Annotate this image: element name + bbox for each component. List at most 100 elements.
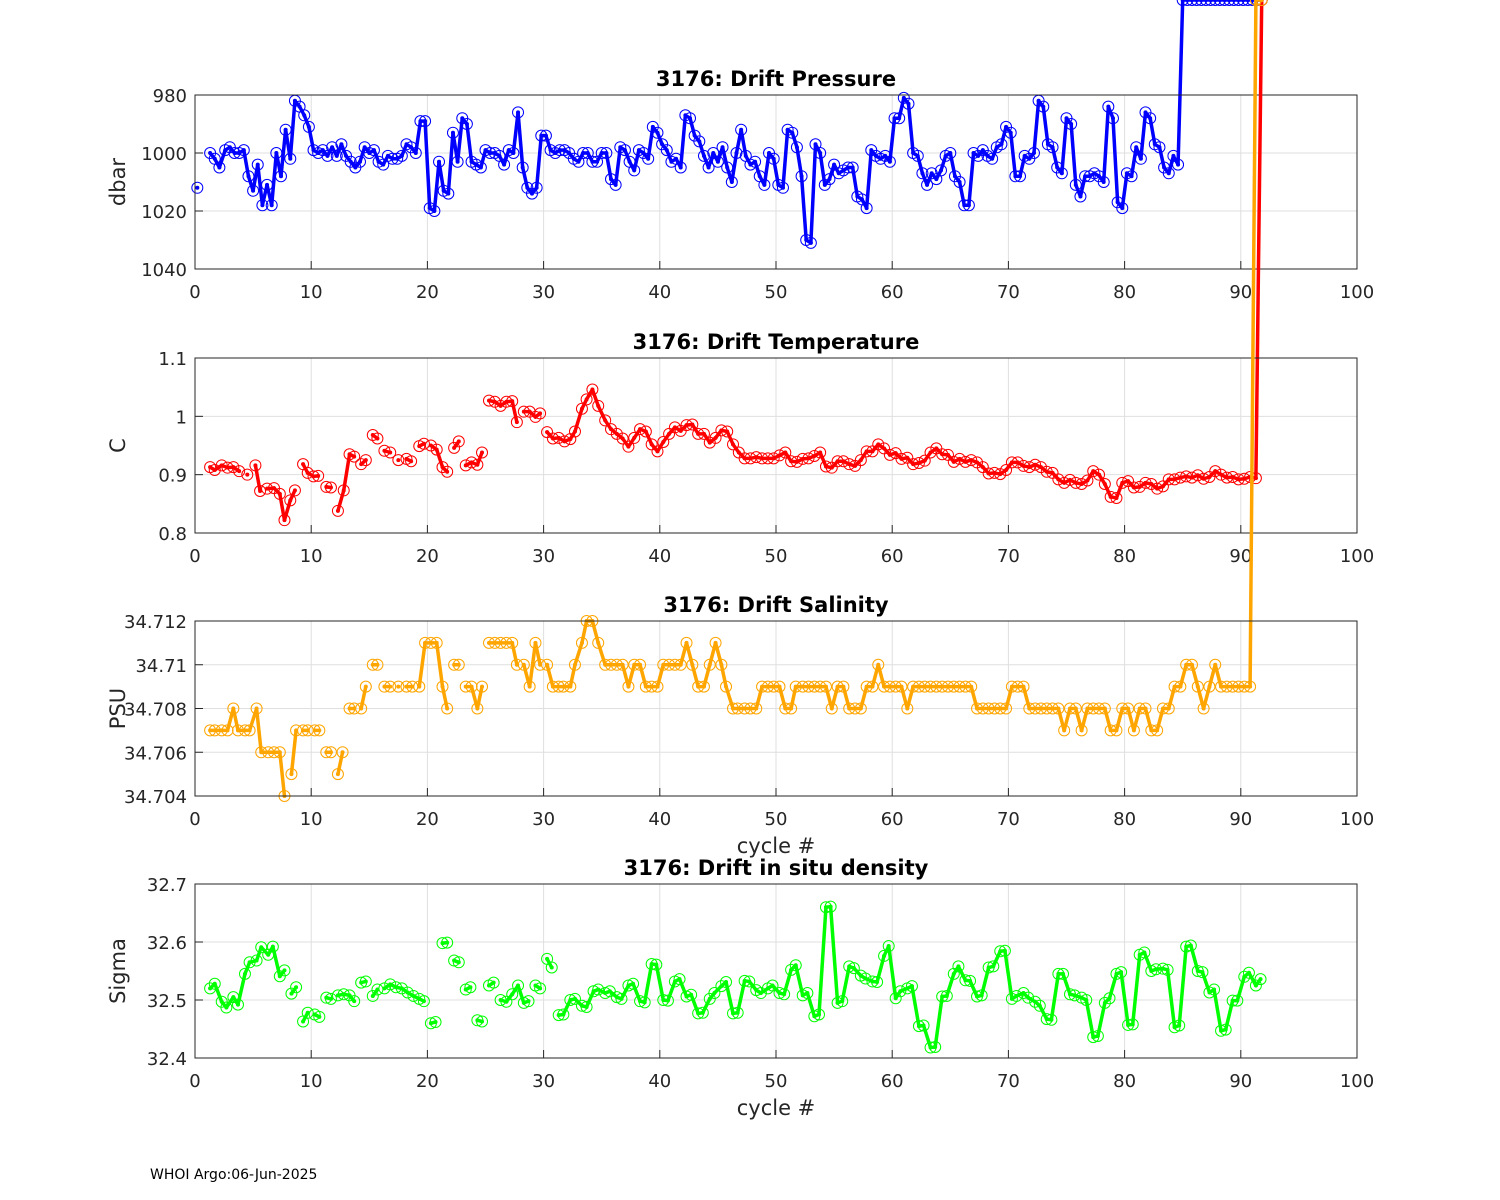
pressure-y-tick-label: 1000 [141, 144, 187, 165]
temperature-point [947, 455, 960, 468]
salinity-segment [870, 663, 881, 689]
salinity-point-dot [876, 662, 881, 667]
density-point [940, 989, 953, 1002]
temperature-point [1000, 464, 1013, 476]
density-point-dot [596, 987, 601, 992]
salinity-point-dot [347, 706, 352, 711]
temperature-segment [596, 404, 607, 423]
temperature-point-dot [579, 406, 584, 411]
salinity-point [436, 680, 449, 693]
density-segment [956, 964, 968, 983]
density-point-dot [724, 980, 729, 985]
pressure-point-dot [734, 151, 739, 155]
temperature-point [249, 459, 262, 472]
pressure-point-dot [1143, 110, 1148, 115]
density-point [208, 977, 221, 990]
salinity-segment [434, 641, 445, 689]
density-point-dot [805, 991, 810, 996]
salinity-segment [1207, 663, 1217, 689]
salinity-x-tick-label: 20 [416, 809, 439, 830]
pressure-point-dot [292, 98, 297, 103]
salinity-point-dot [289, 772, 294, 777]
salinity-point-dot [538, 662, 543, 667]
density-point-dot [1253, 983, 1258, 988]
density-point [731, 1006, 744, 1019]
pressure-segment [916, 154, 925, 176]
density-point [231, 998, 244, 1011]
density-point [789, 959, 802, 972]
pressure-point-dot [302, 113, 307, 118]
density-segment [654, 962, 666, 1002]
density-point-dot [266, 952, 271, 957]
temperature-point-dot [736, 450, 741, 455]
temperature-segment [644, 429, 654, 447]
pressure-point-dot [306, 124, 311, 129]
temperature-point [1087, 465, 1100, 478]
pressure-point-dot [1097, 174, 1102, 179]
density-segment [1165, 968, 1177, 1030]
pressure-point [1004, 126, 1017, 139]
pressure-segment [423, 119, 432, 210]
temperature-point-dot [870, 449, 875, 454]
pressure-x-tick-label: 0 [189, 282, 200, 303]
pressure-point-dot [511, 151, 516, 155]
pressure-point [730, 147, 743, 159]
pressure-point-dot [1101, 180, 1106, 184]
density-segment [1038, 1004, 1049, 1021]
salinity-y-tick-label: 34.71 [135, 656, 187, 677]
salinity-point-dot [1126, 706, 1131, 711]
density-point-dot [712, 991, 717, 996]
pressure-point-dot [260, 203, 265, 208]
salinity-point-dot [1079, 728, 1084, 733]
density-segment [782, 968, 793, 996]
pressure-point-dot [962, 203, 967, 208]
temperature-point-dot [590, 387, 595, 392]
temperature-point-dot [829, 465, 834, 470]
temperature-point-dot [975, 460, 980, 465]
density-segment [561, 998, 573, 1017]
pressure-point [354, 155, 367, 168]
density-point [785, 963, 798, 976]
salinity-x-tick-label: 30 [532, 809, 555, 830]
pressure-point-dot [371, 148, 376, 153]
pressure-point-dot [1027, 156, 1032, 161]
pressure-x-tick-label: 10 [300, 282, 323, 303]
salinity-point [592, 636, 605, 649]
density-point [255, 941, 268, 954]
salinity-segment [527, 641, 538, 689]
salinity-segment [417, 641, 427, 689]
salinity-y-tick-label: 34.708 [124, 700, 187, 721]
salinity-point [575, 636, 588, 649]
pressure-point [1027, 147, 1040, 159]
density-segment [213, 982, 224, 1004]
temperature-point [476, 446, 489, 459]
pressure-point-dot [432, 209, 437, 213]
density-point-dot [294, 985, 299, 990]
density-point-dot [317, 1014, 322, 1019]
temperature-point [767, 452, 780, 465]
temperature-point [534, 407, 547, 420]
salinity-point-dot [527, 684, 532, 689]
pressure-point-dot [1148, 116, 1153, 121]
pressure-point [330, 149, 343, 162]
pressure-point-dot [794, 145, 799, 150]
pressure-point [367, 144, 380, 157]
pressure-point [776, 181, 789, 194]
pressure-segment [706, 151, 716, 170]
density-point [882, 940, 895, 953]
temperature-point-dot [375, 436, 380, 441]
salinity-point [243, 724, 256, 737]
salinity-point-dot [359, 706, 364, 711]
density-point [878, 949, 891, 962]
density-point [952, 960, 965, 973]
density-point [801, 987, 814, 1000]
pressure-point-dot [1115, 200, 1120, 205]
temperature-point-dot [858, 458, 863, 463]
pressure-point-dot [599, 151, 604, 155]
salinity-point-dot [340, 750, 345, 755]
pressure-point-dot [1157, 145, 1162, 150]
temperature-x-tick-label: 30 [532, 546, 555, 567]
salinity-segment [289, 728, 298, 776]
pressure-point [1185, 0, 1198, 6]
salinity-point-dot [596, 640, 601, 645]
